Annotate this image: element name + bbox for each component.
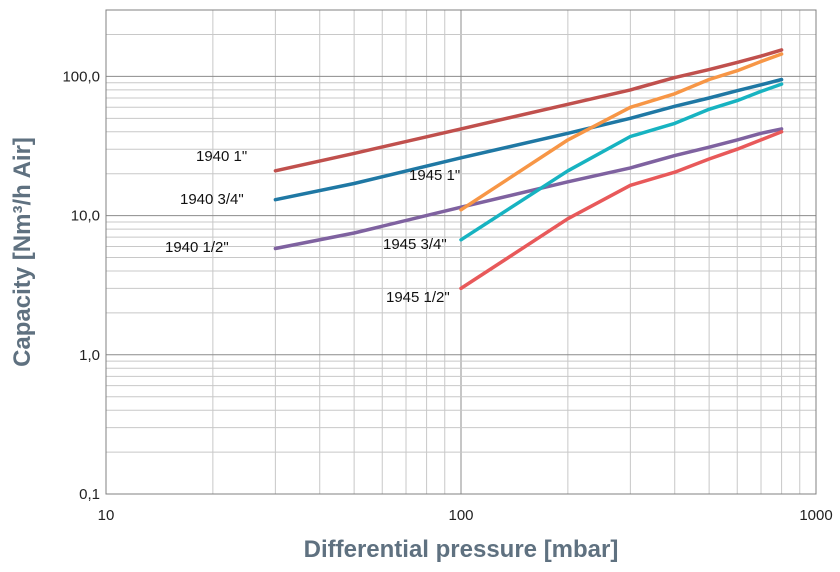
series-line [459,82,784,242]
series-line [459,52,784,212]
series-label: 1945 1/2" [386,289,450,306]
series-label: 1940 1" [196,148,247,165]
y-tick-label: 1,0 [79,347,100,364]
grid-lines [106,10,816,494]
x-tick-label: 1000 [799,507,832,524]
x-tick-label: 100 [448,507,473,524]
series-line [273,77,784,202]
series-line [459,130,784,291]
series-line [273,48,784,173]
y-tick-label: 100,0 [62,68,100,85]
series-lines [273,48,784,291]
y-axis-ticks: 0,1 1,0 10,0 100,0 [62,68,100,503]
x-tick-label: 10 [98,507,115,524]
x-axis-ticks: 10 100 1000 [98,507,833,524]
series-label: 1940 1/2" [165,239,229,256]
series-label: 1940 3/4" [180,191,244,208]
y-tick-label: 10,0 [71,208,100,225]
series-label: 1945 1" [409,167,460,184]
y-axis-title: Capacity [Nm³/h Air] [9,137,36,367]
series-labels: 1940 1" 1940 3/4" 1940 1/2" 1945 1" 1945 3/4… [165,148,460,306]
x-axis-title: Differential pressure [mbar] [304,536,619,563]
series-label: 1945 3/4" [383,236,447,253]
y-tick-label: 0,1 [79,486,100,503]
series-line [273,127,784,251]
plot-area [105,9,817,495]
